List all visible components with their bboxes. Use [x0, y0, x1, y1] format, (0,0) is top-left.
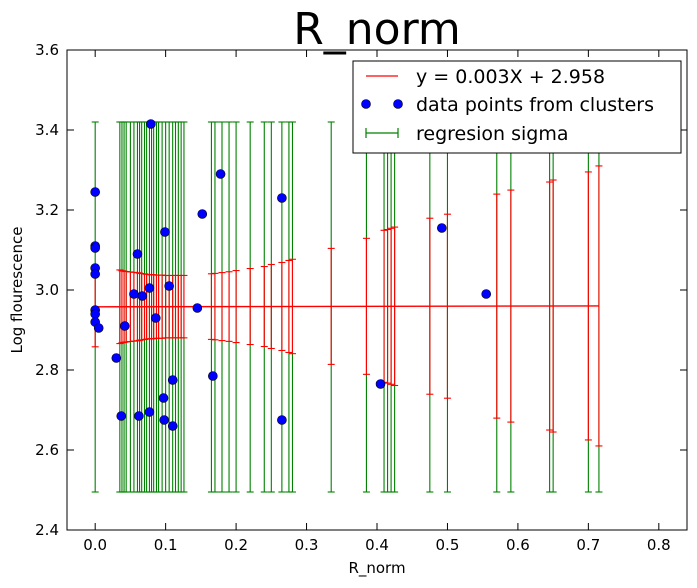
regression-line	[95, 305, 599, 308]
x-axis-label: R_norm	[348, 559, 405, 578]
y-tick-label-4: 3.2	[35, 201, 59, 219]
x-tick-label-1: 0.1	[154, 536, 178, 554]
legend-item-regression: y = 0.003X + 2.958	[416, 66, 605, 88]
x-tick-label-5: 0.5	[436, 536, 460, 554]
legend-marker-swatch-2	[393, 99, 403, 109]
legend-item-points: data points from clusters	[416, 94, 654, 116]
data-point-6	[90, 309, 100, 319]
x-tick-label-3: 0.3	[295, 536, 319, 554]
y-tick-label-5: 3.4	[35, 121, 59, 139]
data-point-26	[192, 303, 203, 313]
data-point-2	[90, 243, 100, 253]
data-point-10	[116, 411, 127, 421]
legend-box	[352, 60, 682, 154]
y-tick-label-3: 3.0	[35, 281, 59, 299]
data-point-12	[129, 289, 139, 299]
x-tick-label-8: 0.8	[647, 536, 671, 554]
data-point-8	[93, 323, 104, 333]
chart-title: R_norm	[293, 4, 461, 55]
x-tick-label-0: 0.0	[83, 536, 107, 554]
data-point-32	[375, 379, 386, 389]
data-point-16	[144, 283, 155, 293]
data-point-27	[197, 209, 208, 219]
legend-item-sigma: regresion sigma	[416, 123, 569, 145]
y-ticks: 2.4 2.6 2.8 3.0 3.2 3.4 3.6	[35, 41, 687, 539]
data-point-11	[119, 321, 130, 331]
data-point-30	[277, 193, 287, 203]
y-tick-label-6: 3.6	[35, 41, 59, 59]
data-point-24	[167, 421, 178, 431]
data-point-28	[208, 371, 218, 381]
data-points	[90, 119, 492, 431]
y-tick-label-0: 2.4	[35, 521, 59, 539]
x-tick-label-2: 0.2	[224, 536, 248, 554]
y-axis-label: Log flourescence	[8, 226, 26, 353]
x-tick-label-7: 0.7	[576, 536, 600, 554]
y-tick-label-2: 2.8	[35, 361, 59, 379]
data-point-4	[90, 269, 100, 279]
data-point-17	[144, 407, 155, 417]
data-point-25	[167, 375, 178, 385]
x-ticks: 0.0 0.1 0.2 0.3 0.4 0.5 0.6 0.7 0.8	[83, 50, 671, 554]
legend: y = 0.003X + 2.958 data points from clus…	[352, 60, 682, 154]
data-point-14	[134, 411, 144, 421]
x-tick-label-4: 0.4	[365, 536, 389, 554]
data-point-15	[137, 291, 148, 301]
data-point-21	[159, 415, 170, 425]
data-point-22	[160, 227, 170, 237]
data-point-9	[111, 353, 122, 363]
data-point-23	[164, 281, 174, 291]
x-tick-label-6: 0.6	[506, 536, 530, 554]
data-point-31	[277, 415, 287, 425]
y-tick-label-1: 2.6	[35, 441, 59, 459]
data-point-19	[150, 313, 161, 323]
data-point-34	[481, 289, 492, 299]
data-point-13	[132, 249, 143, 259]
plot-frame	[66, 49, 688, 531]
data-point-33	[437, 223, 447, 233]
data-point-20	[158, 393, 169, 403]
data-point-18	[146, 119, 156, 129]
data-point-29	[215, 169, 226, 179]
regression-line-group	[95, 305, 599, 308]
legend-marker-swatch-1	[361, 99, 371, 109]
data-point-0	[90, 187, 100, 197]
